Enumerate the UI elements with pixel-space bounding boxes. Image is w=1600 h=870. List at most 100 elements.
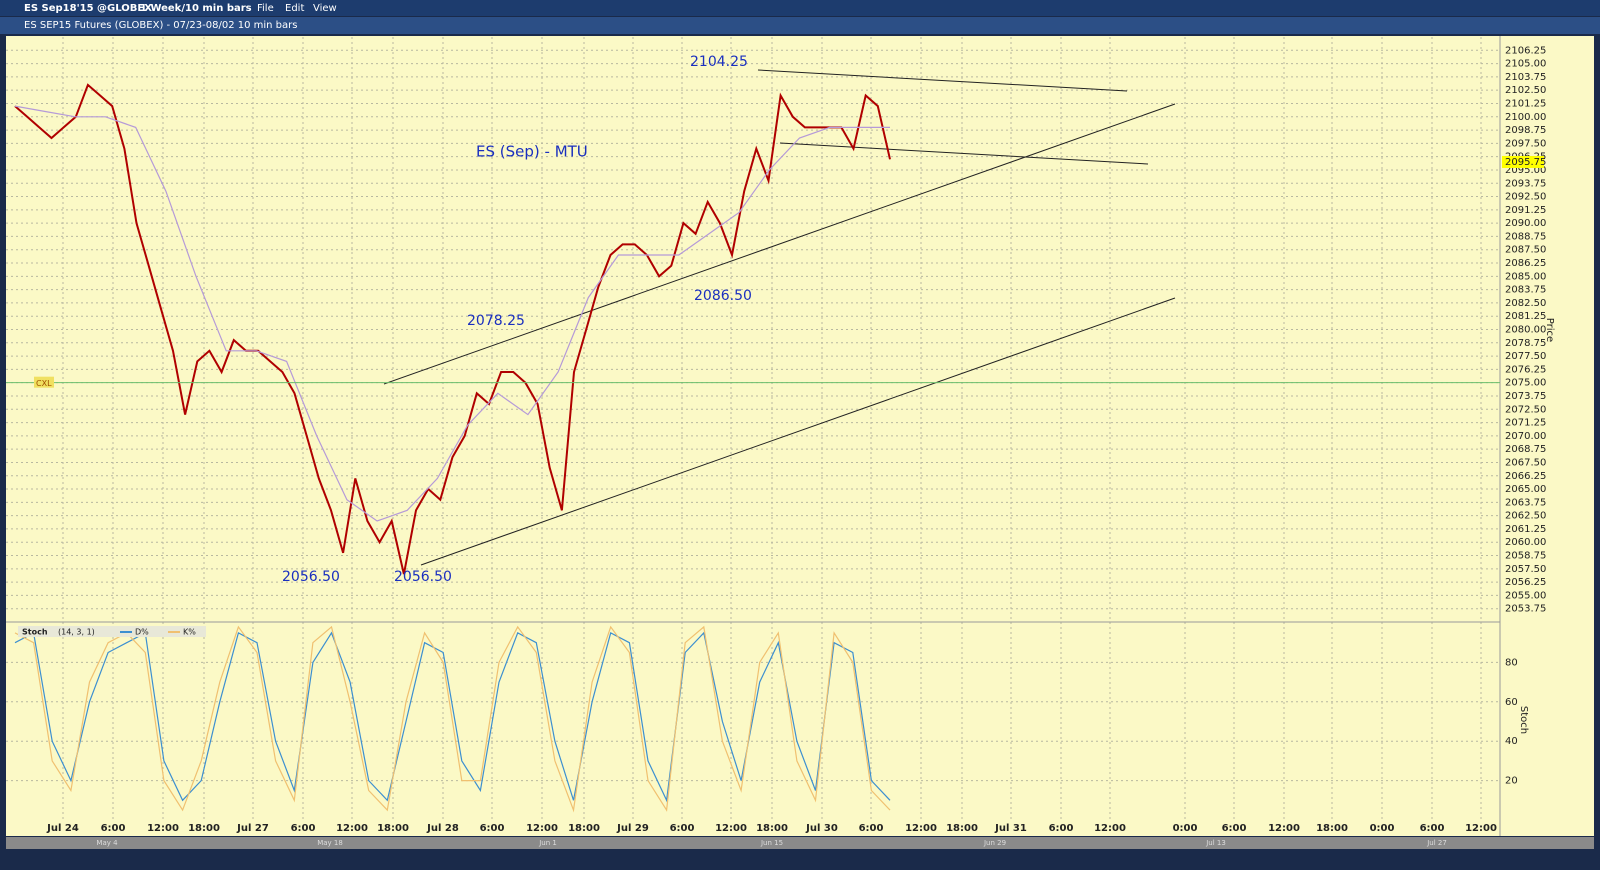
- y-tick-label: 2055.00: [1505, 590, 1546, 601]
- y-tick-label: 2093.75: [1505, 178, 1546, 189]
- y-tick-label: 2087.50: [1505, 245, 1546, 256]
- x-tick-label: 18:00: [946, 823, 978, 834]
- annotation: 2078.25: [467, 313, 525, 329]
- overview-strip: [6, 837, 1594, 849]
- x-tick-label: 6:00: [1049, 823, 1074, 834]
- y-tick-label: 2075.00: [1505, 378, 1546, 389]
- last-price: 2095.75: [1505, 157, 1546, 168]
- y-tick-label: 2076.25: [1505, 364, 1546, 375]
- x-tick-label: 6:00: [480, 823, 505, 834]
- y-tick-label: 2100.00: [1505, 112, 1546, 123]
- y-tick-label: 2073.75: [1505, 391, 1546, 402]
- x-tick-label: 18:00: [568, 823, 600, 834]
- y-tick-label: 2071.25: [1505, 418, 1546, 429]
- overview-label: Jul 13: [1205, 839, 1226, 847]
- interval[interactable]: 1 Week/10 min bars: [140, 3, 252, 14]
- last-price-box: [1502, 155, 1544, 168]
- x-tick-label: 6:00: [670, 823, 695, 834]
- y-tick-label: 2098.75: [1505, 125, 1546, 136]
- y-tick-label: 2080.00: [1505, 325, 1546, 336]
- chart-title: ES (Sep) - MTU: [476, 143, 588, 161]
- y-tick-label: 2077.50: [1505, 351, 1546, 362]
- y-tick-label: 2072.50: [1505, 404, 1546, 415]
- y-tick-label: 2085.00: [1505, 271, 1546, 282]
- x-tick-label: 12:00: [147, 823, 179, 834]
- series-line: [14, 631, 891, 803]
- y-tick-label: 20: [1505, 776, 1518, 787]
- x-tick-label: 12:00: [715, 823, 747, 834]
- y-tick-label: 2083.75: [1505, 285, 1546, 296]
- y-tick-label: 2065.00: [1505, 484, 1546, 495]
- x-tick-label: Jul 30: [805, 823, 838, 834]
- cxl-label: CXL: [36, 379, 52, 388]
- x-tick-label: 0:00: [1370, 823, 1395, 834]
- y-tick-label: 2053.75: [1505, 604, 1546, 615]
- annotation: 2104.25: [690, 54, 748, 70]
- overview-label: Jun 1: [538, 839, 557, 847]
- x-tick-label: 12:00: [336, 823, 368, 834]
- y-tick-label: 80: [1505, 657, 1518, 668]
- symbol[interactable]: ES Sep18'15 @GLOBEX: [24, 3, 152, 14]
- y-tick-label: 2086.25: [1505, 258, 1546, 269]
- y-tick-label: 2060.00: [1505, 537, 1546, 548]
- y-tick-label: 2066.25: [1505, 471, 1546, 482]
- overview-label: May 18: [317, 839, 343, 847]
- y-tick-label: 40: [1505, 736, 1518, 747]
- overview-label: Jun 29: [983, 839, 1006, 847]
- menu[interactable]: File: [257, 3, 274, 14]
- axis-label: Price: [1544, 318, 1555, 342]
- x-tick-label: 0:00: [1173, 823, 1198, 834]
- y-tick-label: 2063.75: [1505, 497, 1546, 508]
- x-tick-label: 6:00: [859, 823, 884, 834]
- y-tick-label: 2068.75: [1505, 444, 1546, 455]
- y-tick-label: 2106.25: [1505, 45, 1546, 56]
- y-tick-label: 2057.50: [1505, 564, 1546, 575]
- x-tick-label: 12:00: [1268, 823, 1300, 834]
- x-tick-label: Jul 28: [426, 823, 459, 834]
- y-tick-label: 60: [1505, 697, 1518, 708]
- y-tick-label: 2070.00: [1505, 431, 1546, 442]
- y-tick-label: 2097.50: [1505, 138, 1546, 149]
- legend-label[interactable]: D%: [135, 628, 149, 637]
- series-line: [14, 105, 890, 522]
- overview-label: Jun 15: [760, 839, 783, 847]
- y-tick-label: 2091.25: [1505, 205, 1546, 216]
- series-line: [14, 625, 891, 813]
- y-tick-label: 2058.75: [1505, 551, 1546, 562]
- stoch-legend-bg: [18, 626, 206, 637]
- series-line: [14, 83, 891, 575]
- x-tick-label: 6:00: [1222, 823, 1247, 834]
- y-tick-label: 2095.00: [1505, 165, 1546, 176]
- cxl-tag: [34, 376, 54, 388]
- legend-label[interactable]: K%: [183, 628, 196, 637]
- menu[interactable]: Edit: [285, 3, 304, 14]
- stoch-title: Stoch: [22, 628, 48, 637]
- x-tick-label: 18:00: [756, 823, 788, 834]
- overview-label: May 4: [96, 839, 118, 847]
- y-tick-label: 2101.25: [1505, 98, 1546, 109]
- y-tick-label: 2082.50: [1505, 298, 1546, 309]
- x-tick-label: Jul 24: [46, 823, 79, 834]
- stoch-params: (14, 3, 1): [58, 628, 95, 637]
- x-tick-label: 12:00: [1094, 823, 1126, 834]
- menu[interactable]: View: [313, 3, 337, 14]
- y-tick-label: 2103.75: [1505, 72, 1546, 83]
- y-tick-label: 2102.50: [1505, 85, 1546, 96]
- x-tick-label: Jul 29: [616, 823, 649, 834]
- y-tick-label: 2067.50: [1505, 457, 1546, 468]
- x-tick-label: 12:00: [905, 823, 937, 834]
- x-tick-label: 18:00: [377, 823, 409, 834]
- y-tick-label: 2092.50: [1505, 192, 1546, 203]
- overview-label: Jul 27: [1426, 839, 1447, 847]
- x-tick-label: 18:00: [1316, 823, 1348, 834]
- y-tick-label: 2061.25: [1505, 524, 1546, 535]
- x-tick-label: 6:00: [291, 823, 316, 834]
- x-tick-label: Jul 27: [236, 823, 269, 834]
- x-tick-label: 6:00: [1420, 823, 1445, 834]
- axis-label: Stoch: [1518, 706, 1529, 734]
- x-tick-label: 18:00: [188, 823, 220, 834]
- x-tick-label: Jul 31: [994, 823, 1027, 834]
- title-bar: [0, 0, 1600, 16]
- y-tick-label: 2056.25: [1505, 577, 1546, 588]
- x-tick-label: 12:00: [1465, 823, 1497, 834]
